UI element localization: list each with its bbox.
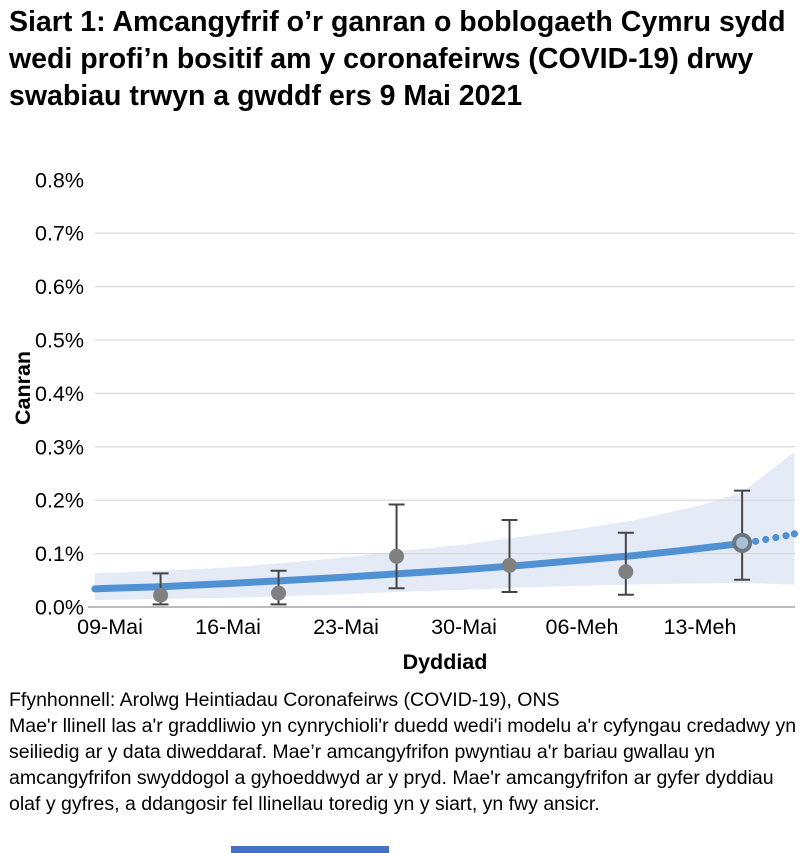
data-point [271,585,287,601]
x-tick-label: 09-Mai [77,615,143,639]
y-tick-label: 0.3% [35,435,84,459]
y-tick-label: 0.5% [35,329,84,353]
trend-dot [762,535,770,544]
trend-line [91,539,746,593]
chart-footnotes: Ffynhonnell: Arolwg Heintiadau Coronafei… [9,687,805,817]
y-tick-label: 0.4% [35,382,84,406]
y-tick-label: 0.2% [35,489,84,513]
y-tick-label: 0.7% [35,222,84,246]
y-tick-label: 0.6% [35,275,84,299]
x-tick-label: 16-Mai [195,615,261,639]
x-axis-title: Dyddiad [403,650,488,674]
source-note: Ffynhonnell: Arolwg Heintiadau Coronafei… [9,689,560,711]
data-point [618,564,634,580]
x-tick-label: 13-Meh [664,615,737,639]
y-tick-label: 0.8% [35,168,84,192]
y-tick-label: 0.1% [35,542,84,566]
data-point [153,587,169,603]
x-tick-label: 06-Meh [546,615,619,639]
methodology-note: Mae'r llinell las a'r graddliwio yn cynr… [9,715,797,815]
confidence-band [94,452,795,601]
trend-dot [790,530,798,538]
y-tick-label: 0.0% [35,596,84,620]
y-axis-title: Canran [11,351,35,425]
x-tick-label: 23-Mai [313,615,379,639]
data-point-open [732,532,753,553]
data-point [502,557,518,573]
x-tick-label: 30-Mai [431,615,497,639]
chart-title: Siart 1: Amcangyfrif o’r ganran o boblog… [9,6,786,112]
trend-dot [752,537,760,545]
trend-dot [772,533,780,542]
data-point [389,548,405,564]
trend-dot [782,532,790,540]
bottom-partial-bar [231,846,389,853]
